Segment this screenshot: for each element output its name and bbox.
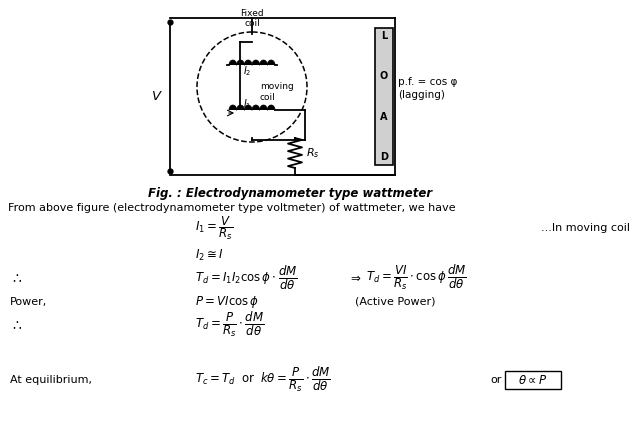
Text: $T_c = T_d\;$ or $\;k\theta = \dfrac{P}{R_s} \cdot \dfrac{dM}{d\theta}$: $T_c = T_d\;$ or $\;k\theta = \dfrac{P}{…	[195, 365, 331, 394]
Polygon shape	[244, 60, 252, 65]
Polygon shape	[237, 105, 244, 110]
Text: $P = VI \cos\phi$: $P = VI \cos\phi$	[195, 294, 259, 310]
Polygon shape	[252, 105, 260, 110]
Bar	[505, 371, 561, 389]
Text: $\Rightarrow$: $\Rightarrow$	[348, 271, 361, 285]
Text: $I_1 = \dfrac{V}{R_s}$: $I_1 = \dfrac{V}{R_s}$	[195, 214, 233, 242]
Text: Fixed
coil: Fixed coil	[240, 8, 264, 28]
Text: $I_1$: $I_1$	[243, 97, 251, 111]
Polygon shape	[267, 105, 275, 110]
Text: From above figure (electrodynamometer type voltmeter) of wattmeter, we have: From above figure (electrodynamometer ty…	[8, 203, 456, 213]
Polygon shape	[244, 105, 252, 110]
Text: O: O	[380, 71, 388, 81]
Text: $\therefore$: $\therefore$	[10, 271, 23, 285]
Text: $\theta \propto P$: $\theta \propto P$	[518, 374, 548, 387]
Text: $T_d = \dfrac{P}{R_s} \cdot \dfrac{dM}{d\theta}$: $T_d = \dfrac{P}{R_s} \cdot \dfrac{dM}{d…	[195, 311, 264, 339]
Text: $R_s$: $R_s$	[306, 146, 320, 160]
Text: V: V	[152, 90, 161, 103]
Polygon shape	[237, 60, 244, 65]
Polygon shape	[267, 60, 275, 65]
Text: A: A	[380, 112, 388, 122]
Text: $\therefore$: $\therefore$	[10, 318, 23, 332]
Text: moving
coil: moving coil	[260, 82, 294, 102]
Text: $T_d = \dfrac{VI}{R_s} \cdot \cos\phi\, \dfrac{dM}{d\theta}$: $T_d = \dfrac{VI}{R_s} \cdot \cos\phi\, …	[366, 264, 467, 293]
Text: $I_2 \cong I$: $I_2 \cong I$	[195, 248, 224, 262]
Text: L: L	[381, 31, 387, 41]
Polygon shape	[260, 105, 267, 110]
Text: D: D	[380, 152, 388, 162]
Polygon shape	[252, 60, 260, 65]
Polygon shape	[229, 105, 237, 110]
Polygon shape	[260, 60, 267, 65]
Bar	[375, 28, 393, 165]
Text: $T_d = I_1 I_2 \cos\phi \cdot \dfrac{dM}{d\theta}$: $T_d = I_1 I_2 \cos\phi \cdot \dfrac{dM}…	[195, 264, 298, 292]
Text: (Active Power): (Active Power)	[355, 297, 435, 307]
Text: At equilibrium,: At equilibrium,	[10, 375, 92, 385]
Text: Fig. : Electrodynamometer type wattmeter: Fig. : Electrodynamometer type wattmeter	[148, 187, 432, 201]
Text: ...In moving coil: ...In moving coil	[541, 223, 630, 233]
Text: p.f. = cos φ
(lagging): p.f. = cos φ (lagging)	[398, 77, 457, 100]
Text: or: or	[490, 375, 502, 385]
Text: $I_2$: $I_2$	[243, 64, 251, 78]
Polygon shape	[229, 60, 237, 65]
Text: Power,: Power,	[10, 297, 47, 307]
